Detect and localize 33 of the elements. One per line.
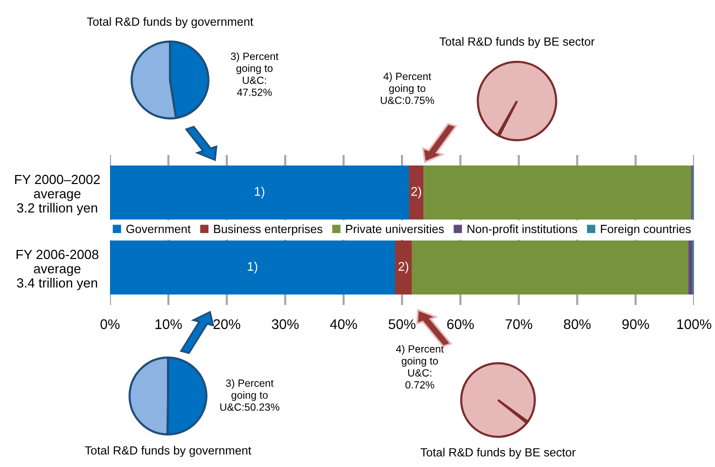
chart-title: Total R&D funds by BE sector [440, 37, 595, 48]
chart-title: Total R&D funds by government [86, 17, 254, 28]
x-tick-label: 40% [330, 319, 358, 330]
text: 3) Percent going to U&C: 47.52% [230, 52, 278, 96]
bar [688, 240, 693, 294]
x-tick-label: 70% [506, 319, 532, 330]
legend-label: Non-profit institutions [468, 224, 578, 236]
x-tick-label: 100% [677, 319, 712, 330]
text: 4) Percent going to U&C: 0.72% [396, 344, 444, 389]
bar [394, 240, 412, 294]
x-tick-label: 20% [214, 319, 240, 330]
text: Total R&D funds by government [84, 446, 252, 457]
bar [409, 166, 424, 220]
legend-label: Private universities [346, 224, 444, 234]
x-tick-label: 30% [272, 319, 299, 330]
legend-label: Business enterprises [214, 224, 322, 236]
text: 3) Percent going to U&C:50.23% [220, 379, 280, 411]
x-tick-label: 60% [447, 319, 474, 330]
annotation: 1) [248, 262, 258, 274]
x-tick-label: 90% [622, 319, 650, 330]
x-tick-label: 10% [156, 319, 182, 330]
annotation: 2) [398, 262, 408, 274]
x-tick-label: 80% [564, 319, 591, 330]
text: 4) Percent going to U&C:0.75% [380, 72, 434, 104]
y-tick-label: FY 2000–2002 average 3.2 trillion yen [15, 174, 100, 216]
y-tick-label: FY 2006-2008 average 3.4 trillion yen [16, 250, 98, 290]
legend-label: Government [126, 224, 191, 234]
legend-label: Foreign countries [600, 224, 691, 236]
x-tick-label: 50% [388, 319, 416, 330]
annotation: 1) [254, 186, 264, 198]
annotation: 2) [411, 186, 422, 198]
x-tick-label: 0% [100, 319, 120, 330]
text: Total R&D funds by BE sector [420, 448, 576, 459]
